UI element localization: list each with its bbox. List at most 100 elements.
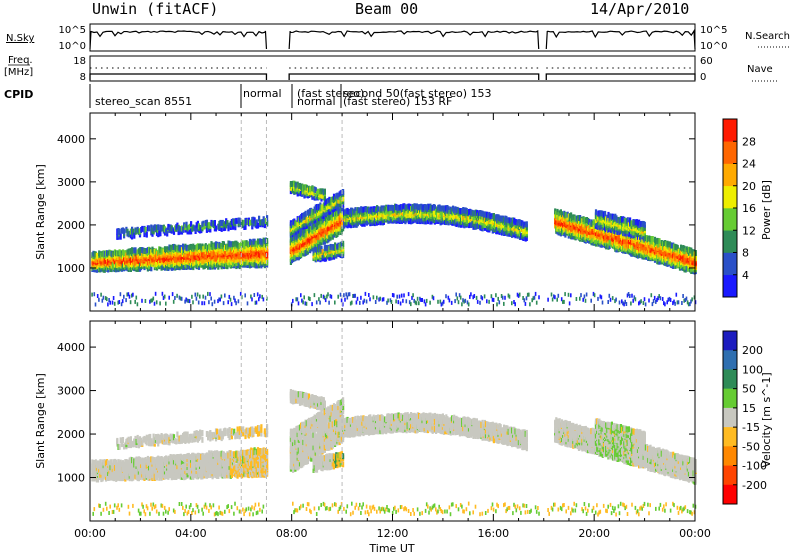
range-cell	[634, 248, 637, 255]
range-cell	[159, 224, 162, 231]
range-cell	[242, 245, 245, 252]
ground-scatter-cell	[611, 296, 614, 301]
range-cell	[96, 257, 100, 263]
range-cell	[522, 221, 525, 228]
range-cell	[204, 243, 207, 250]
range-cell	[615, 241, 618, 248]
range-cell	[596, 230, 599, 237]
range-cell	[446, 205, 449, 211]
range-cell	[638, 241, 641, 248]
range-cell	[251, 241, 254, 248]
ground-scatter-cell	[627, 292, 630, 296]
ground-scatter-cell	[626, 293, 629, 298]
range-cell	[525, 235, 528, 241]
ground-scatter-cell	[467, 302, 470, 307]
range-cell	[297, 183, 300, 190]
range-cell	[129, 228, 132, 235]
range-cell	[583, 234, 586, 241]
range-cell	[318, 219, 321, 226]
range-cell	[600, 241, 603, 248]
cpid-mode-label: (fast stereo)	[297, 87, 364, 100]
range-cell	[404, 204, 407, 211]
freq-trace-segment	[89, 73, 268, 80]
range-cell	[397, 204, 400, 211]
ground-scatter-cell	[162, 296, 165, 300]
ground-scatter-cell	[498, 300, 501, 305]
ground-scatter-cell	[320, 293, 322, 298]
ground-scatter-cell	[300, 293, 302, 298]
ground-scatter-cell	[517, 293, 520, 298]
ground-scatter-cell	[217, 299, 219, 304]
ground-scatter-cell	[186, 298, 189, 303]
range-cell	[486, 211, 489, 218]
range-cell	[292, 235, 295, 242]
range-cell	[255, 252, 258, 259]
ground-scatter-cell	[425, 298, 428, 303]
ground-scatter-cell	[461, 302, 463, 307]
ground-scatter-cell	[163, 294, 166, 299]
range-cell	[328, 246, 331, 253]
ground-scatter-cell	[575, 297, 578, 301]
ground-scatter-cell	[631, 293, 633, 298]
range-cell	[176, 262, 179, 269]
ground-scatter-cell	[391, 293, 394, 297]
ground-scatter-cell	[345, 292, 347, 297]
range-cell	[638, 235, 641, 242]
range-cell	[251, 245, 254, 251]
range-cell	[251, 260, 254, 267]
ground-scatter-cell	[199, 294, 201, 299]
ground-scatter-cell	[511, 301, 513, 306]
range-cell	[582, 216, 585, 223]
range-cell	[324, 232, 328, 239]
ground-scatter-cell	[393, 293, 395, 298]
ground-scatter-cell	[220, 294, 223, 299]
range-cell	[625, 218, 628, 225]
range-cell	[598, 219, 601, 226]
range-cell	[295, 220, 298, 227]
range-cell	[340, 206, 343, 213]
nsky-trace-segment	[89, 30, 268, 50]
range-cell	[297, 240, 300, 247]
ground-scatter-cell	[429, 300, 431, 305]
range-cell	[442, 210, 446, 217]
range-cell	[190, 221, 193, 228]
range-cell	[318, 222, 321, 229]
ground-scatter-cell	[127, 292, 130, 297]
range-cell	[615, 224, 618, 231]
range-cell	[342, 206, 345, 212]
range-cell	[304, 227, 307, 234]
ground-scatter-cell	[203, 301, 206, 306]
range-cell	[634, 242, 637, 249]
range-cell	[129, 232, 132, 239]
range-cell	[407, 218, 410, 225]
range-cell	[187, 224, 190, 231]
range-cell	[225, 222, 228, 229]
range-cell	[416, 212, 419, 219]
range-cell	[600, 210, 603, 217]
range-cell	[340, 226, 343, 233]
range-cell	[252, 256, 255, 263]
range-cell	[337, 202, 340, 209]
range-cell	[390, 204, 393, 211]
ground-scatter-cell	[410, 302, 412, 307]
ground-scatter-cell	[362, 300, 364, 305]
range-cell	[314, 238, 317, 244]
range-cell	[596, 221, 599, 228]
ground-scatter-cell	[159, 301, 161, 306]
ground-scatter-cell	[258, 297, 260, 302]
range-cell	[594, 209, 598, 216]
range-cell	[93, 261, 96, 268]
range-cell	[611, 230, 615, 237]
ground-scatter-cell	[244, 293, 246, 298]
range-cell	[248, 238, 252, 245]
ground-scatter-cell	[525, 296, 528, 301]
ground-scatter-cell	[355, 300, 358, 305]
ground-scatter-cell	[507, 293, 510, 298]
ground-scatter-cell	[398, 294, 401, 299]
ground-scatter-cell	[328, 300, 330, 305]
range-cell	[503, 230, 506, 236]
range-cell	[591, 227, 594, 234]
range-cell	[328, 196, 331, 203]
range-cell	[518, 230, 522, 237]
ground-scatter-cell	[224, 293, 226, 298]
